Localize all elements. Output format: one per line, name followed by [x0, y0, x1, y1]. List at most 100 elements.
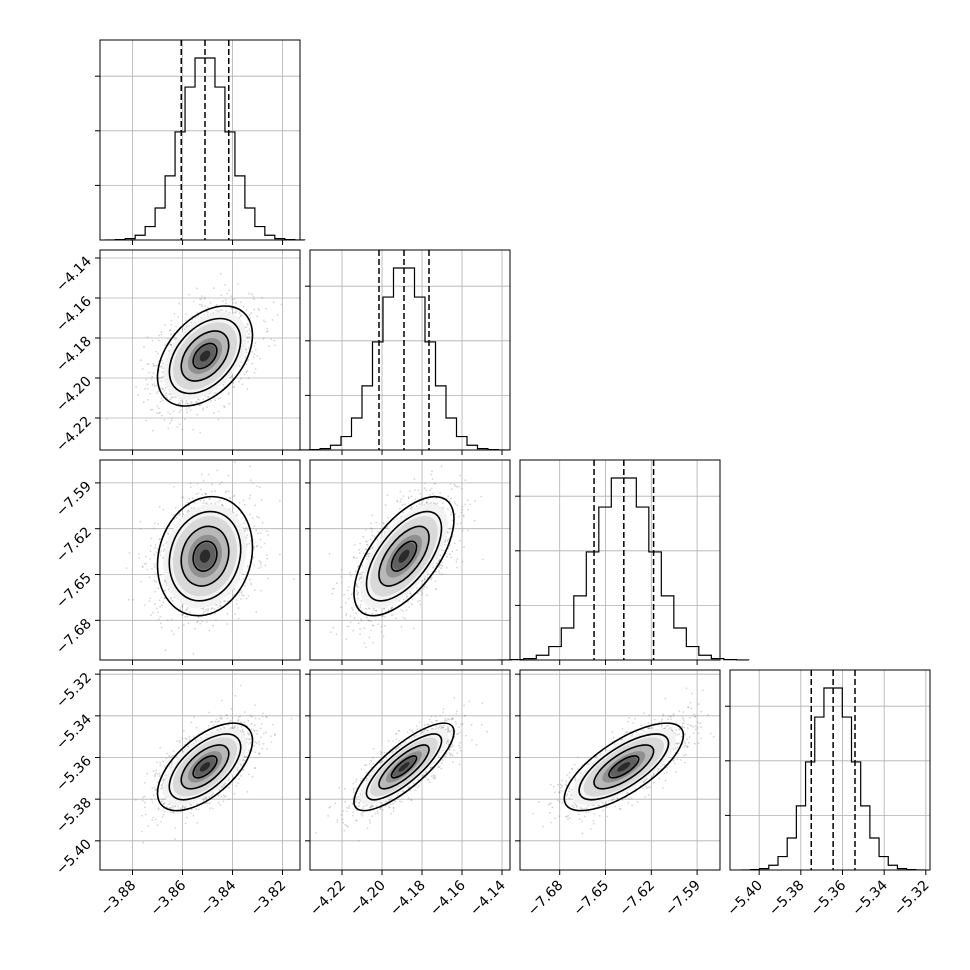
sample-point: [383, 607, 385, 610]
sample-point: [363, 642, 366, 645]
sample-point: [188, 497, 191, 500]
sample-point: [445, 566, 448, 569]
sample-point: [190, 507, 193, 510]
sample-point: [238, 365, 241, 367]
sample-point: [351, 607, 353, 609]
sample-point: [247, 595, 250, 597]
sample-point: [438, 572, 441, 575]
sample-point: [249, 465, 251, 468]
sample-point: [221, 309, 224, 311]
sample-point: [387, 609, 390, 611]
sample-point: [148, 363, 150, 365]
sample-point: [425, 594, 428, 597]
sample-point: [449, 553, 451, 556]
sample-point: [446, 539, 449, 542]
sample-point: [443, 544, 446, 546]
sample-point: [145, 562, 148, 565]
sample-point: [235, 603, 238, 605]
sample-point: [410, 506, 413, 508]
sample-point: [238, 380, 240, 383]
sample-point: [261, 521, 264, 524]
sample-point: [246, 337, 249, 339]
sample-point: [231, 298, 234, 301]
sample-point: [434, 482, 437, 485]
sample-point: [174, 336, 176, 339]
sample-point: [169, 422, 171, 425]
sample-point: [414, 498, 417, 501]
sample-point: [214, 502, 217, 505]
sample-point: [185, 319, 187, 322]
sample-point: [266, 330, 268, 333]
sample-point: [447, 508, 449, 510]
sample-point: [165, 394, 167, 397]
sample-point: [161, 371, 164, 373]
sample-point: [461, 560, 464, 563]
sample-point: [202, 398, 205, 401]
sample-point: [159, 746, 162, 749]
sample-point: [245, 308, 248, 311]
sample-point: [399, 500, 402, 503]
sample-point: [421, 592, 424, 594]
sample-point: [370, 522, 372, 525]
sample-point: [415, 587, 418, 589]
sample-point: [163, 548, 166, 551]
sample-point: [182, 613, 185, 616]
sample-point: [400, 625, 403, 628]
sample-point: [216, 604, 218, 606]
sample-point: [243, 504, 246, 506]
sample-point: [153, 385, 156, 387]
sample-point: [432, 502, 435, 505]
sample-point: [215, 309, 218, 312]
sample-point: [223, 405, 225, 408]
sample-point: [453, 501, 456, 504]
sample-point: [411, 603, 413, 606]
sample-point: [160, 365, 163, 367]
sample-point: [450, 556, 452, 559]
sample-point: [402, 598, 405, 601]
sample-point: [149, 558, 151, 560]
sample-point: [151, 339, 154, 342]
sample-point: [267, 534, 269, 536]
sample-point: [219, 499, 222, 502]
sample-point: [248, 328, 251, 331]
sample-point: [202, 499, 205, 502]
sample-point: [190, 401, 192, 403]
sample-point: [442, 502, 444, 505]
sample-point: [233, 385, 236, 388]
sample-point: [358, 549, 360, 551]
sample-point: [204, 305, 206, 307]
sample-point: [346, 625, 348, 628]
sample-point: [226, 623, 229, 625]
sample-point: [146, 363, 149, 366]
sample-point: [254, 368, 257, 370]
sample-point: [163, 389, 166, 392]
sample-point: [217, 310, 219, 312]
sample-point: [254, 342, 257, 344]
sample-point: [265, 554, 268, 556]
sample-point: [153, 527, 155, 529]
sample-point: [340, 569, 343, 572]
sample-point: [364, 529, 367, 531]
sample-point: [245, 371, 248, 374]
sample-point: [199, 622, 202, 625]
sample-point: [376, 538, 379, 541]
sample-point: [410, 495, 413, 498]
sample-point: [184, 402, 187, 404]
sample-point: [182, 513, 185, 516]
sample-point: [359, 633, 361, 636]
sample-point: [166, 619, 169, 622]
sample-point: [170, 396, 173, 398]
sample-point: [153, 563, 156, 566]
sample-point: [156, 392, 158, 395]
sample-point: [208, 498, 211, 500]
sample-point: [453, 542, 456, 545]
sample-point: [345, 638, 348, 641]
sample-point: [347, 597, 350, 600]
sample-point: [234, 311, 237, 314]
sample-point: [250, 312, 253, 315]
sample-point: [235, 599, 238, 601]
sample-point: [276, 314, 279, 316]
sample-point: [246, 529, 249, 531]
sample-point: [408, 606, 411, 609]
sample-point: [203, 297, 206, 300]
